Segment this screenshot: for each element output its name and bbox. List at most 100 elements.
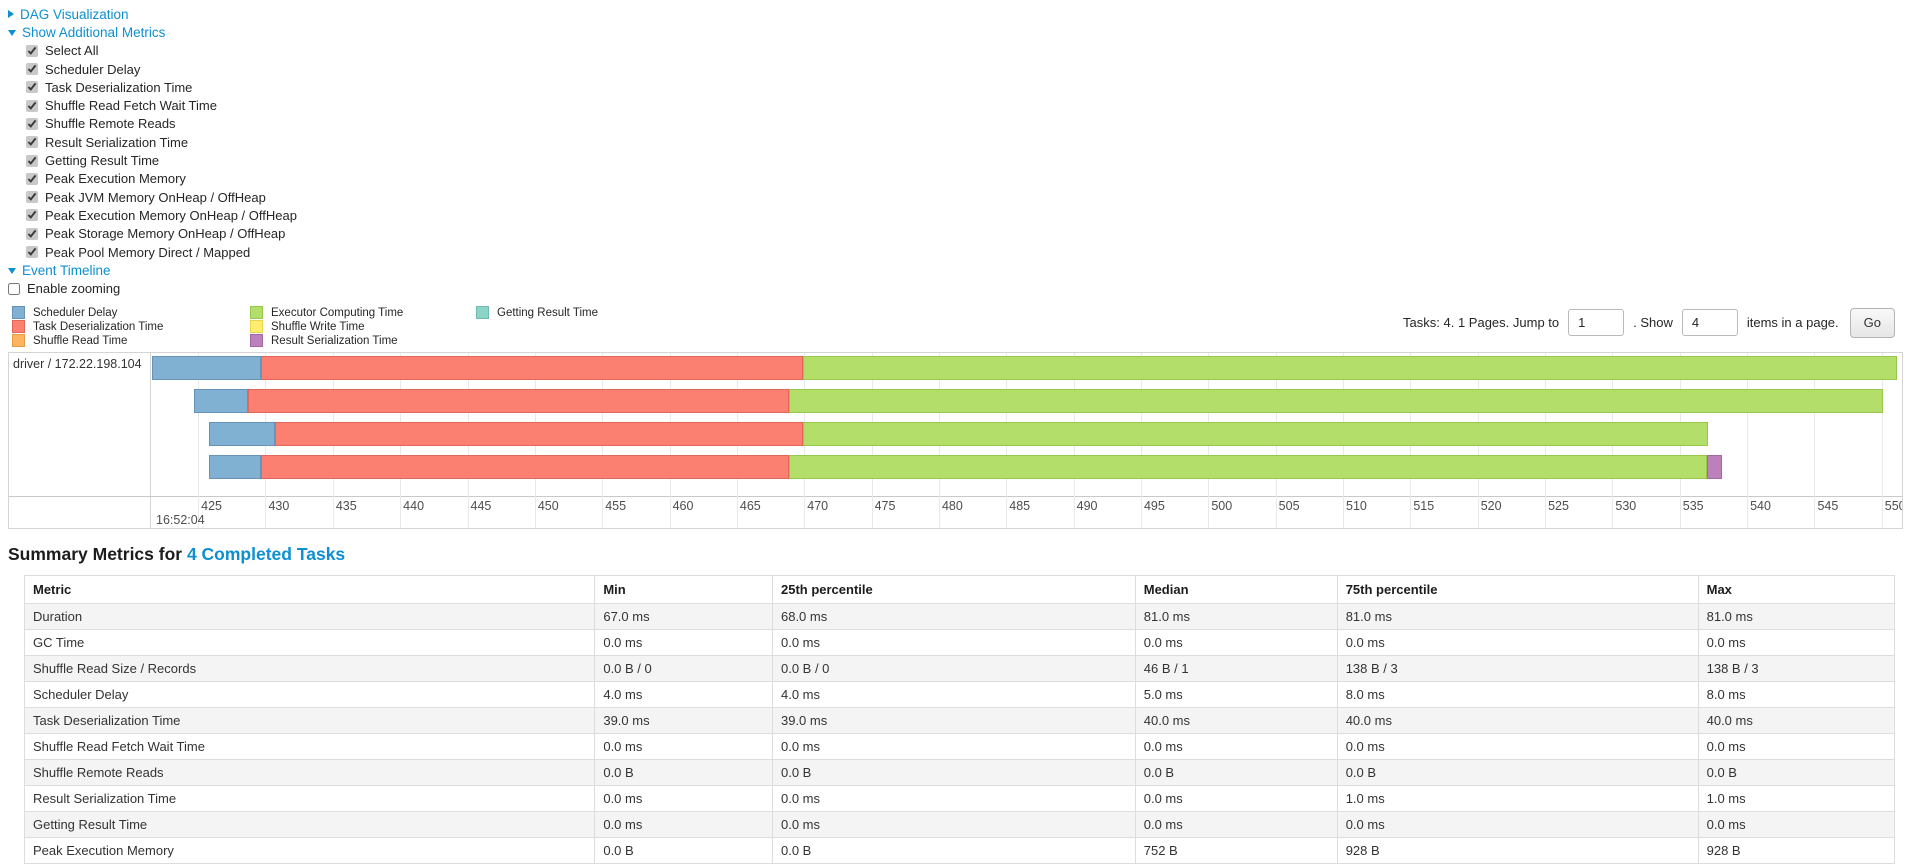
timeline-tick-label: 460 bbox=[672, 498, 694, 513]
event-timeline-toggle[interactable]: Event Timeline bbox=[8, 261, 1907, 279]
metric-checkbox[interactable] bbox=[26, 117, 38, 130]
table-row: Task Deserialization Time 39.0 ms 39.0 ms 4… bbox=[23, 706, 1896, 734]
table-row: Shuffle Read Fetch Wait Time 0.0 ms 0.0 ms… bbox=[23, 732, 1896, 760]
metric-checkbox[interactable] bbox=[26, 63, 38, 76]
metric-option: Peak JVM Memory OnHeap / OffHeap bbox=[26, 188, 1907, 206]
metric-value-cell: 928 B bbox=[1336, 836, 1699, 864]
metric-option: Peak Storage Memory OnHeap / OffHeap bbox=[26, 225, 1907, 243]
timeline-tick-label: 430 bbox=[268, 498, 290, 513]
legend-label: Scheduler Delay bbox=[33, 306, 118, 319]
metric-value-cell: 8.0 ms bbox=[1697, 680, 1896, 708]
metric-value-cell: 0.0 B bbox=[771, 758, 1136, 786]
metric-checkbox[interactable] bbox=[26, 99, 38, 112]
timeline-tick-label: 520 bbox=[1480, 498, 1502, 513]
timeline-tick-label: 435 bbox=[335, 498, 357, 513]
metric-checkbox[interactable] bbox=[26, 227, 38, 240]
legend-item: Task Deserialization Time bbox=[8, 320, 246, 334]
column-header: Median bbox=[1134, 574, 1338, 604]
table-row: Shuffle Read Size / Records 0.0 B / 0 0.0 … bbox=[23, 654, 1896, 682]
enable-zooming-row: Enable zooming bbox=[8, 279, 1907, 297]
task-segment-task_deserialization[interactable] bbox=[274, 421, 803, 446]
chevron-down-icon bbox=[8, 30, 16, 37]
task-segment-executor_computing[interactable] bbox=[802, 421, 1709, 446]
dag-visualization-toggle[interactable]: DAG Visualization bbox=[8, 5, 1907, 23]
metric-value-cell: 1.0 ms bbox=[1697, 784, 1896, 812]
task-segment-executor_computing[interactable] bbox=[802, 355, 1897, 380]
metric-name-cell: Getting Result Time bbox=[23, 810, 596, 838]
metric-label: Peak Storage Memory OnHeap / OffHeap bbox=[45, 226, 286, 242]
metric-checkbox[interactable] bbox=[26, 136, 38, 149]
metric-checkbox[interactable] bbox=[26, 81, 38, 94]
task-segment-scheduler_delay[interactable] bbox=[152, 355, 262, 380]
table-body: Duration 67.0 ms 68.0 ms 81.0 ms 81.0 ms 81.0… bbox=[23, 602, 1896, 864]
metric-checkbox[interactable] bbox=[26, 44, 38, 57]
metric-label: Peak Pool Memory Direct / Mapped bbox=[45, 244, 251, 260]
metric-value-cell: 4.0 ms bbox=[771, 680, 1136, 708]
enable-zooming-label: Enable zooming bbox=[27, 281, 121, 297]
metric-value-cell: 0.0 ms bbox=[1336, 732, 1699, 760]
metric-checkbox[interactable] bbox=[26, 191, 38, 204]
metric-checkbox[interactable] bbox=[26, 154, 38, 167]
legend-label: Shuffle Read Time bbox=[33, 334, 128, 347]
metric-value-cell: 39.0 ms bbox=[771, 706, 1136, 734]
metric-name-cell: Peak Execution Memory bbox=[23, 836, 596, 864]
completed-tasks-link[interactable]: 4 Completed Tasks bbox=[186, 543, 346, 564]
metric-checkbox[interactable] bbox=[26, 209, 38, 222]
metric-checkbox[interactable] bbox=[26, 246, 38, 258]
task-segment-scheduler_delay[interactable] bbox=[208, 421, 275, 446]
column-header: 25th percentile bbox=[771, 574, 1136, 604]
metric-value-cell: 81.0 ms bbox=[1336, 602, 1699, 630]
metric-option: Peak Execution Memory bbox=[26, 170, 1907, 188]
pagination-prefix-text: Tasks: 4. 1 Pages. Jump to bbox=[1403, 315, 1560, 331]
table-header-row: Metric Min 25th percentile Median 75th perce… bbox=[23, 574, 1896, 604]
legend-swatch-shuffle_read bbox=[12, 334, 25, 348]
task-segment-task_deserialization[interactable] bbox=[261, 454, 790, 479]
timeline-axis-line bbox=[9, 495, 1902, 497]
items-per-page-input[interactable] bbox=[1681, 309, 1738, 337]
task-segment-scheduler_delay[interactable] bbox=[194, 388, 248, 413]
timeline-gridline bbox=[1747, 352, 1749, 528]
metric-value-cell: 0.0 ms bbox=[771, 810, 1136, 838]
timeline-tick-label: 540 bbox=[1750, 498, 1771, 513]
legend-column: Getting Result Time bbox=[472, 306, 598, 348]
show-additional-metrics-label: Show Additional Metrics bbox=[22, 24, 166, 40]
enable-zooming-checkbox[interactable] bbox=[8, 282, 20, 295]
timeline-tick-label: 480 bbox=[941, 498, 963, 513]
metric-label: Select All bbox=[45, 43, 99, 59]
task-segment-task_deserialization[interactable] bbox=[261, 355, 803, 380]
pagination-suffix-text: items in a page. bbox=[1746, 315, 1839, 331]
metric-checkbox[interactable] bbox=[26, 172, 38, 185]
timeline-tick-label: 450 bbox=[537, 498, 559, 513]
legend-label: Getting Result Time bbox=[497, 306, 598, 319]
task-segment-result_serialization[interactable] bbox=[1706, 454, 1722, 479]
metric-name-cell: Task Deserialization Time bbox=[23, 706, 596, 734]
legend-item: Shuffle Write Time bbox=[246, 320, 472, 334]
timeline-tick-label: 485 bbox=[1009, 498, 1031, 513]
metric-value-cell: 0.0 ms bbox=[1134, 810, 1338, 838]
task-segment-executor_computing[interactable] bbox=[789, 388, 1884, 413]
metric-label: Result Serialization Time bbox=[45, 134, 189, 150]
legend-swatch-task_deserialization bbox=[12, 320, 25, 334]
jump-to-page-input[interactable] bbox=[1568, 309, 1625, 337]
show-additional-metrics-toggle[interactable]: Show Additional Metrics bbox=[8, 23, 1907, 41]
task-segment-executor_computing[interactable] bbox=[789, 454, 1707, 479]
metric-option: Peak Execution Memory OnHeap / OffHeap bbox=[26, 206, 1907, 224]
task-segment-task_deserialization[interactable] bbox=[247, 388, 790, 413]
timeline-tick-label: 505 bbox=[1278, 498, 1300, 513]
metric-name-cell: GC Time bbox=[23, 628, 596, 656]
metric-value-cell: 928 B bbox=[1697, 836, 1896, 864]
go-button[interactable]: Go bbox=[1849, 307, 1895, 338]
task-segment-scheduler_delay[interactable] bbox=[208, 454, 262, 479]
metric-value-cell: 0.0 ms bbox=[594, 810, 773, 838]
summary-heading-text: Summary Metrics for bbox=[8, 543, 187, 564]
metric-option: Task Deserialization Time bbox=[26, 78, 1907, 96]
metric-option: Shuffle Read Fetch Wait Time bbox=[26, 96, 1907, 114]
metric-value-cell: 81.0 ms bbox=[1134, 602, 1338, 630]
table-row: Peak Execution Memory 0.0 B 0.0 B 752 B 928 … bbox=[23, 836, 1896, 864]
timeline-tick-label: 515 bbox=[1413, 498, 1435, 513]
metric-value-cell: 0.0 B bbox=[1697, 758, 1896, 786]
metric-label: Shuffle Remote Reads bbox=[45, 116, 176, 132]
metric-label: Shuffle Read Fetch Wait Time bbox=[45, 98, 217, 114]
metrics-checkbox-list: Select All Scheduler Delay Task Deserializ… bbox=[8, 42, 1907, 262]
legend-item: Scheduler Delay bbox=[8, 306, 246, 320]
